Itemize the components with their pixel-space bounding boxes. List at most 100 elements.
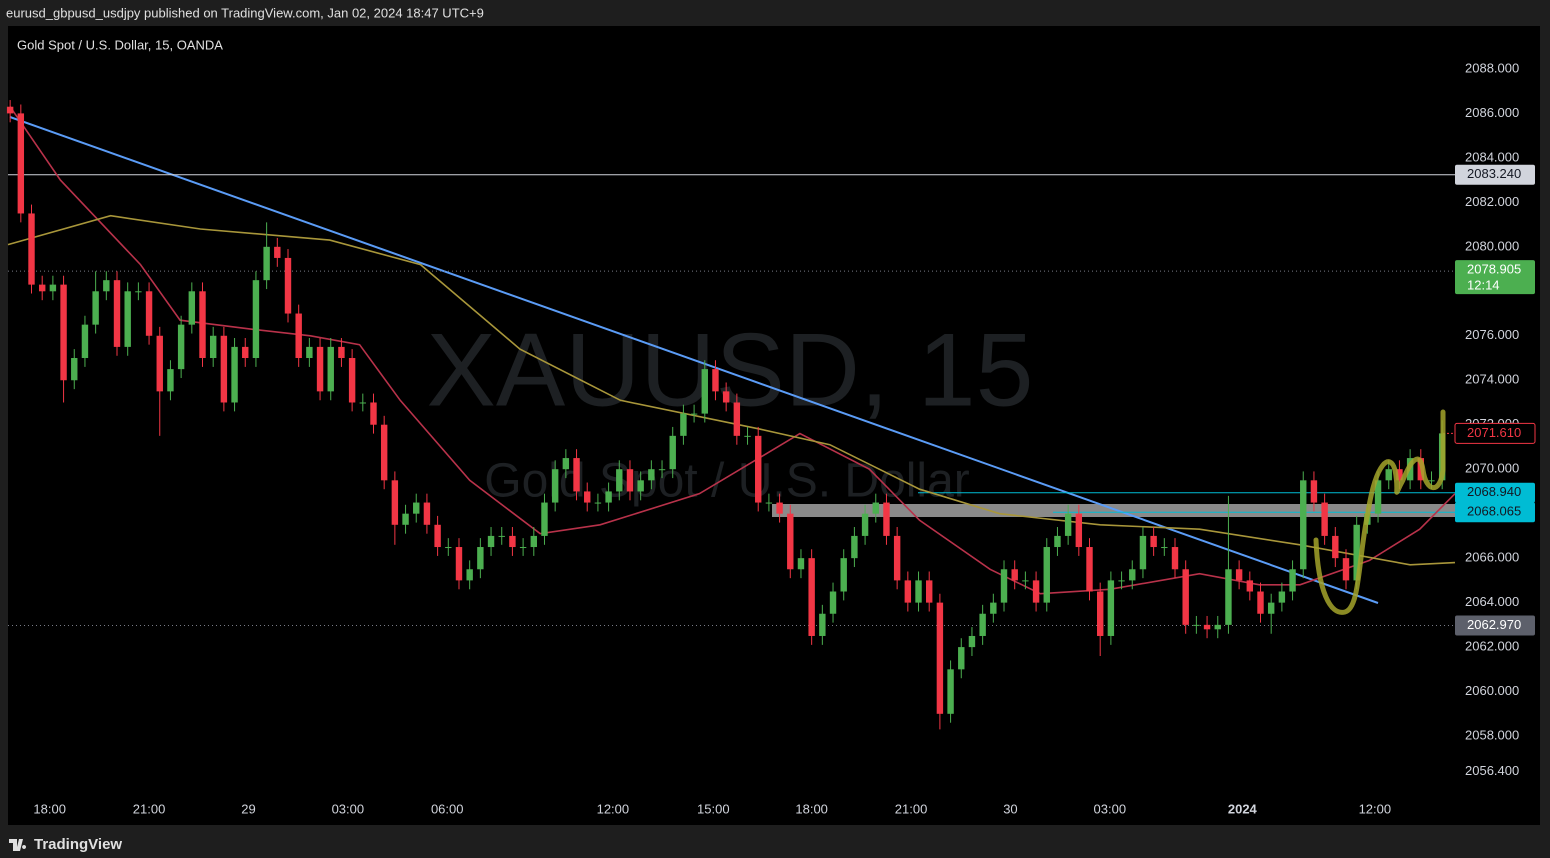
price-label: 2071.610 xyxy=(1467,425,1521,440)
candle-body xyxy=(1171,547,1179,570)
price-label: 2083.240 xyxy=(1467,166,1521,181)
chart-title: Gold Spot / U.S. Dollar, 15, OANDA xyxy=(17,37,223,52)
candle-body xyxy=(60,284,67,381)
candle-body xyxy=(92,291,99,325)
candle-body xyxy=(316,346,324,392)
candle-body xyxy=(391,480,399,525)
x-tick-label: 18:00 xyxy=(795,801,828,816)
price-label-box xyxy=(1455,260,1535,295)
candle-body xyxy=(1257,591,1264,614)
price-label: 2062.970 xyxy=(1467,617,1521,632)
candle-body xyxy=(113,280,121,347)
candle-body xyxy=(744,435,751,437)
y-tick-label: 2056.400 xyxy=(1465,763,1519,778)
candle-body xyxy=(765,502,773,504)
candle-body xyxy=(327,346,334,392)
candle-body xyxy=(1054,535,1061,548)
candle-body xyxy=(1129,569,1136,581)
x-tick-label: 12:00 xyxy=(597,801,630,816)
publish-info: eurusd_gbpusd_usdjpy published on Tradin… xyxy=(6,5,484,20)
x-tick-label: 21:00 xyxy=(895,801,928,816)
candle-body xyxy=(541,502,548,536)
candle-body xyxy=(797,558,805,570)
candle-body xyxy=(829,591,837,614)
x-tick-label: 29 xyxy=(241,801,255,816)
y-tick-label: 2080.000 xyxy=(1465,238,1519,253)
moving-average xyxy=(9,106,1456,595)
candle-body xyxy=(594,502,602,504)
x-tick-label: 30 xyxy=(1003,801,1017,816)
y-tick-label: 2064.000 xyxy=(1465,594,1519,609)
candle-body xyxy=(252,280,260,359)
candle-body xyxy=(1139,535,1147,570)
candle-body xyxy=(616,469,623,492)
candle-body xyxy=(1235,569,1243,581)
candle-body xyxy=(1032,580,1040,603)
candle-body xyxy=(103,280,110,292)
candle-body xyxy=(338,346,345,359)
candle-body xyxy=(680,413,687,436)
candle-body xyxy=(167,369,174,392)
candle-body xyxy=(1214,624,1221,630)
candle-body xyxy=(274,246,281,258)
candle-body xyxy=(1000,569,1008,603)
candle-body xyxy=(626,469,634,492)
watermark-symbol: XAUUSD, 15 xyxy=(427,312,1034,428)
candle-body xyxy=(1086,547,1093,592)
x-tick-label: 03:00 xyxy=(332,801,365,816)
y-tick-label: 2082.000 xyxy=(1465,194,1519,209)
price-labels: 2088.000 2086.000 2084.000 2082.000 2080.000… xyxy=(33,60,1536,816)
freehand-drawing xyxy=(1313,409,1446,615)
candle-body xyxy=(1396,469,1403,481)
candle-body xyxy=(690,413,698,415)
y-tick-label: 2060.000 xyxy=(1465,683,1519,698)
candle-body xyxy=(509,535,516,548)
candle-body xyxy=(904,580,912,603)
candle-body xyxy=(434,524,441,548)
candle-body xyxy=(209,335,217,359)
candle-body xyxy=(648,469,655,481)
price-label-box xyxy=(1454,422,1536,444)
candle-body xyxy=(519,547,527,549)
candle-body xyxy=(755,435,762,503)
candle-body xyxy=(1107,580,1115,636)
candle-body xyxy=(81,324,89,359)
candle-body xyxy=(49,284,57,292)
candle-body xyxy=(306,346,313,359)
candle-body xyxy=(1374,480,1382,514)
candle-body xyxy=(1064,513,1072,536)
candle-body xyxy=(605,491,612,503)
candle-body xyxy=(1385,469,1392,481)
candle-body xyxy=(530,535,537,548)
candle-body xyxy=(958,647,965,670)
candle-body xyxy=(71,358,78,381)
candle-body xyxy=(861,513,869,536)
candle-body xyxy=(669,435,676,470)
x-tick-label: 2024 xyxy=(1228,801,1258,816)
candle-body xyxy=(573,458,580,492)
candle-body xyxy=(584,491,591,503)
candle-body xyxy=(145,291,153,336)
brand: TradingView xyxy=(9,836,122,853)
candle-body xyxy=(1225,569,1232,625)
candle-body xyxy=(487,535,495,548)
candle-body xyxy=(284,257,292,314)
candle-body xyxy=(38,284,46,292)
candle-body xyxy=(819,613,826,636)
candle-body xyxy=(1353,524,1360,581)
y-tick-label: 2086.000 xyxy=(1465,105,1519,120)
candle-body xyxy=(1246,580,1254,592)
brand-logo xyxy=(9,839,27,851)
candle-body xyxy=(926,580,933,603)
candle-body xyxy=(1022,580,1029,582)
candle-body xyxy=(883,502,890,536)
candle-body xyxy=(445,547,452,549)
candle-body xyxy=(135,291,142,293)
candle-body xyxy=(990,602,997,614)
candle-body xyxy=(936,602,944,714)
candle-body xyxy=(188,291,196,325)
y-tick-label: 2066.000 xyxy=(1465,550,1519,565)
y-tick-label: 2088.000 xyxy=(1465,60,1519,75)
candle-body xyxy=(712,369,719,392)
